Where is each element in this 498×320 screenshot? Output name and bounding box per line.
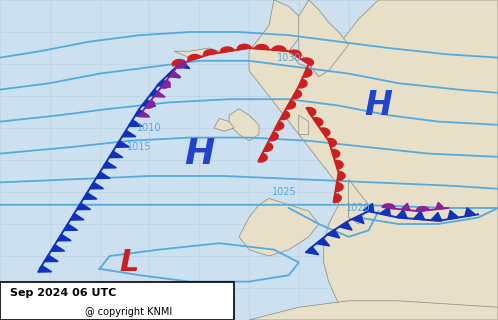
Polygon shape — [301, 58, 313, 66]
Polygon shape — [436, 202, 445, 209]
Polygon shape — [263, 143, 273, 151]
Polygon shape — [38, 266, 52, 272]
Polygon shape — [280, 111, 289, 120]
Polygon shape — [122, 130, 136, 137]
Polygon shape — [161, 80, 170, 88]
Polygon shape — [229, 109, 259, 141]
Polygon shape — [142, 100, 156, 106]
Text: 1025: 1025 — [271, 187, 296, 197]
Polygon shape — [401, 203, 410, 210]
Polygon shape — [289, 50, 301, 58]
Polygon shape — [90, 182, 104, 189]
Polygon shape — [382, 204, 395, 209]
Polygon shape — [176, 60, 186, 68]
Polygon shape — [70, 213, 84, 220]
FancyBboxPatch shape — [0, 282, 234, 320]
Polygon shape — [306, 108, 316, 116]
Polygon shape — [96, 172, 110, 179]
Polygon shape — [254, 44, 268, 50]
Polygon shape — [221, 47, 234, 52]
Polygon shape — [135, 109, 149, 116]
Polygon shape — [172, 60, 186, 66]
Polygon shape — [44, 255, 58, 262]
Polygon shape — [214, 118, 234, 131]
Polygon shape — [431, 212, 442, 221]
Polygon shape — [157, 80, 170, 87]
Text: 1020: 1020 — [346, 203, 371, 213]
Text: H: H — [365, 89, 392, 122]
Text: H: H — [184, 137, 214, 171]
Polygon shape — [335, 160, 343, 169]
Polygon shape — [166, 70, 180, 78]
Polygon shape — [258, 153, 267, 162]
Polygon shape — [154, 92, 165, 97]
Polygon shape — [448, 211, 459, 219]
Polygon shape — [337, 172, 345, 180]
Polygon shape — [396, 210, 407, 218]
Polygon shape — [239, 198, 319, 256]
Polygon shape — [299, 0, 349, 77]
Text: 1030: 1030 — [276, 52, 301, 63]
Polygon shape — [169, 71, 181, 77]
Polygon shape — [313, 118, 323, 126]
Polygon shape — [327, 230, 340, 238]
Polygon shape — [83, 193, 97, 199]
Polygon shape — [331, 149, 340, 158]
Polygon shape — [334, 194, 341, 203]
Polygon shape — [299, 115, 309, 134]
Polygon shape — [328, 138, 336, 147]
Polygon shape — [51, 245, 65, 251]
Polygon shape — [380, 207, 390, 216]
Polygon shape — [116, 141, 129, 147]
Polygon shape — [64, 224, 78, 230]
Polygon shape — [363, 204, 374, 212]
Polygon shape — [188, 54, 201, 61]
Polygon shape — [298, 79, 307, 88]
Polygon shape — [349, 179, 369, 224]
Polygon shape — [352, 215, 364, 224]
Polygon shape — [292, 90, 301, 99]
Polygon shape — [339, 222, 352, 230]
Polygon shape — [316, 238, 330, 246]
Text: 1015: 1015 — [127, 142, 152, 152]
Polygon shape — [305, 247, 319, 255]
Polygon shape — [128, 120, 142, 126]
Polygon shape — [303, 68, 312, 77]
Polygon shape — [249, 0, 498, 320]
Polygon shape — [103, 162, 117, 168]
Polygon shape — [272, 46, 286, 51]
Polygon shape — [204, 50, 217, 55]
Polygon shape — [174, 48, 219, 58]
Polygon shape — [249, 301, 498, 320]
Text: 1010: 1010 — [137, 123, 162, 133]
Polygon shape — [413, 211, 425, 220]
Polygon shape — [269, 132, 278, 141]
Polygon shape — [336, 182, 343, 191]
Text: @ copyright KNMI: @ copyright KNMI — [85, 307, 172, 317]
Polygon shape — [145, 100, 154, 108]
Polygon shape — [138, 111, 149, 117]
Text: Sep 2024 06 UTC: Sep 2024 06 UTC — [10, 288, 117, 298]
Polygon shape — [274, 121, 284, 130]
Text: L: L — [120, 248, 139, 277]
Polygon shape — [465, 208, 476, 217]
Polygon shape — [176, 61, 190, 68]
Polygon shape — [149, 89, 163, 96]
Polygon shape — [57, 234, 71, 241]
Polygon shape — [77, 203, 91, 210]
Polygon shape — [238, 44, 251, 50]
Polygon shape — [109, 151, 123, 158]
Polygon shape — [286, 100, 295, 109]
Polygon shape — [320, 128, 330, 137]
Polygon shape — [416, 207, 429, 212]
